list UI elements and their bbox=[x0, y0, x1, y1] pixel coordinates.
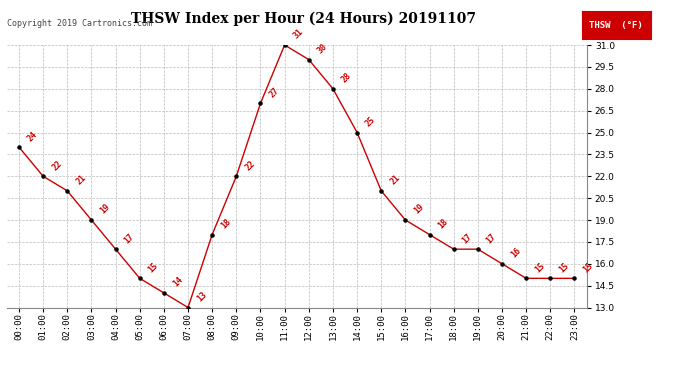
Point bbox=[328, 86, 339, 92]
Text: 17: 17 bbox=[461, 232, 474, 245]
Point bbox=[303, 57, 314, 63]
Point bbox=[424, 232, 435, 238]
Text: 28: 28 bbox=[340, 71, 353, 85]
Text: 19: 19 bbox=[99, 202, 112, 216]
Point bbox=[375, 188, 386, 194]
Text: 15: 15 bbox=[558, 261, 571, 274]
Point bbox=[448, 246, 460, 252]
Point bbox=[110, 246, 121, 252]
Text: 13: 13 bbox=[195, 290, 208, 303]
Point bbox=[207, 232, 218, 238]
Point bbox=[351, 129, 363, 135]
Text: 30: 30 bbox=[316, 42, 329, 56]
Text: 21: 21 bbox=[75, 173, 88, 187]
Point bbox=[497, 261, 508, 267]
Point bbox=[14, 144, 25, 150]
Text: 16: 16 bbox=[509, 246, 522, 259]
Text: 14: 14 bbox=[171, 275, 184, 289]
Text: 24: 24 bbox=[26, 129, 39, 143]
Text: 17: 17 bbox=[485, 232, 498, 245]
Point bbox=[279, 42, 290, 48]
Point bbox=[569, 275, 580, 281]
Point bbox=[545, 275, 556, 281]
Text: 17: 17 bbox=[123, 232, 136, 245]
Text: 22: 22 bbox=[50, 159, 63, 172]
Point bbox=[520, 275, 531, 281]
Text: 15: 15 bbox=[582, 261, 595, 274]
Text: 31: 31 bbox=[292, 27, 305, 41]
Text: 18: 18 bbox=[219, 217, 233, 230]
Point bbox=[182, 304, 193, 310]
Point bbox=[400, 217, 411, 223]
Text: 15: 15 bbox=[147, 261, 160, 274]
Text: 27: 27 bbox=[268, 86, 281, 99]
Point bbox=[230, 173, 241, 179]
Text: THSW Index per Hour (24 Hours) 20191107: THSW Index per Hour (24 Hours) 20191107 bbox=[131, 11, 476, 26]
Point bbox=[62, 188, 73, 194]
Text: 19: 19 bbox=[413, 202, 426, 216]
Text: 25: 25 bbox=[364, 115, 377, 128]
Point bbox=[255, 100, 266, 106]
Text: Copyright 2019 Cartronics.com: Copyright 2019 Cartronics.com bbox=[7, 19, 152, 28]
Text: 18: 18 bbox=[437, 217, 450, 230]
Point bbox=[134, 275, 145, 281]
Text: 22: 22 bbox=[244, 159, 257, 172]
Point bbox=[37, 173, 48, 179]
Text: 15: 15 bbox=[533, 261, 546, 274]
Text: THSW  (°F): THSW (°F) bbox=[589, 21, 643, 30]
Point bbox=[472, 246, 483, 252]
Point bbox=[158, 290, 169, 296]
Text: 21: 21 bbox=[388, 173, 402, 187]
Point bbox=[86, 217, 97, 223]
